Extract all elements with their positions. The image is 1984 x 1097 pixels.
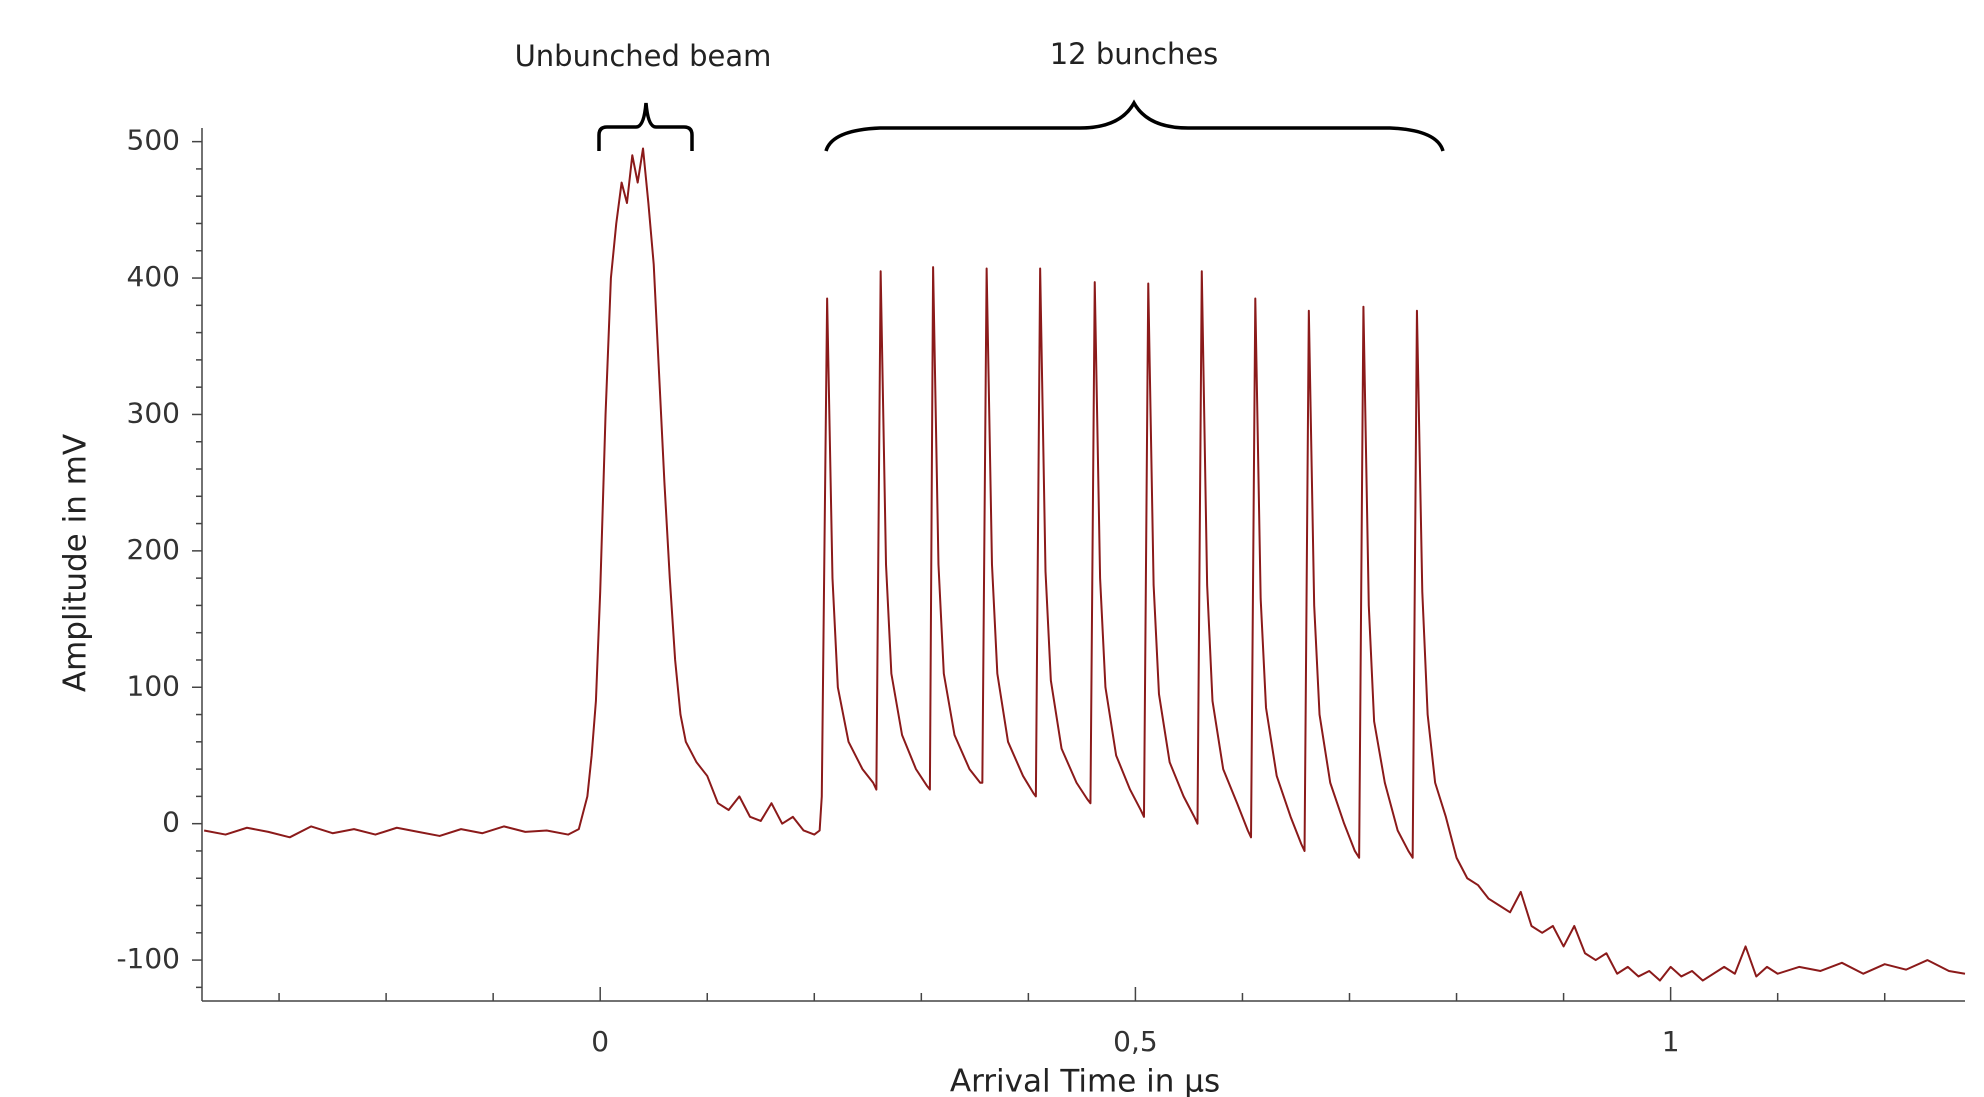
y-tick-label: -100 <box>116 942 180 975</box>
y-tick-label: 100 <box>127 669 180 702</box>
x-tick-label: 0,5 <box>1113 1025 1158 1058</box>
brace <box>824 99 1445 152</box>
annotation: 12 bunches <box>1050 37 1219 71</box>
y-tick-label: 0 <box>162 806 180 839</box>
y-tick-label: 200 <box>127 533 180 566</box>
y-tick-label: 500 <box>127 124 180 157</box>
y-axis-title: Amplitude in mV <box>58 434 94 692</box>
x-tick-label: 0 <box>591 1025 609 1058</box>
x-axis-title: Arrival Time in µs <box>950 1064 1220 1097</box>
y-tick-label: 400 <box>127 260 180 293</box>
annotation: Unbunched beam <box>515 39 772 73</box>
brace <box>597 102 694 151</box>
y-tick-label: 300 <box>127 396 180 429</box>
signal-line <box>203 147 1966 982</box>
x-tick-label: 1 <box>1662 1025 1680 1058</box>
